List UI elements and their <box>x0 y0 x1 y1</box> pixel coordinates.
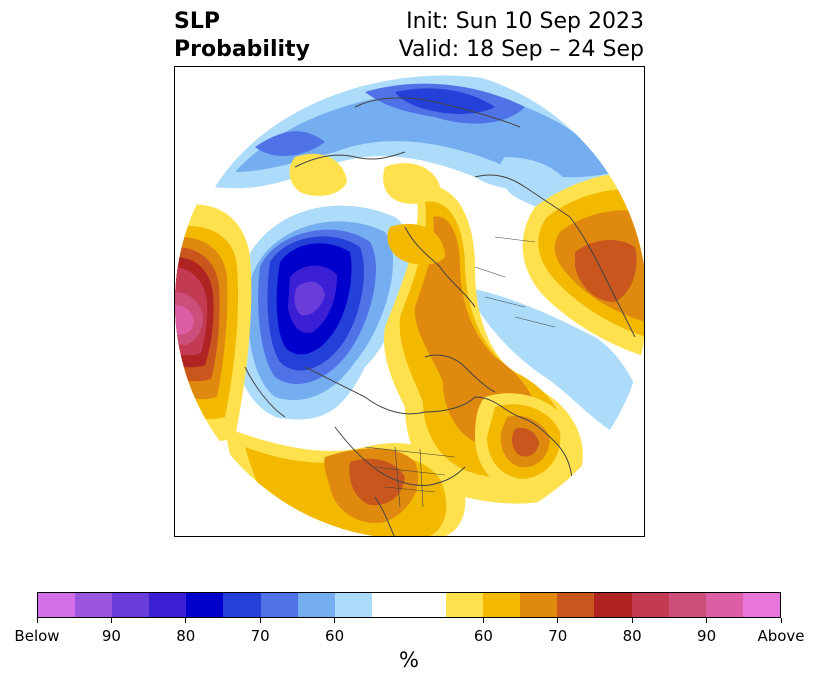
colorbar-tick-label: Below <box>14 627 60 645</box>
colorbar-segment <box>334 593 372 617</box>
colorbar-segment <box>260 593 298 617</box>
colorbar-segment <box>446 593 484 617</box>
north-pacific-above-anomaly <box>475 393 571 492</box>
colorbar-segment <box>75 593 113 617</box>
colorbar-tick <box>36 618 38 623</box>
colorbar-tick <box>334 618 336 623</box>
probability-colorbar <box>37 592 781 618</box>
colorbar-segment <box>186 593 224 617</box>
forecast-dates: Init: Sun 10 Sep 2023 Valid: 18 Sep – 24… <box>399 8 644 64</box>
title-line-1: SLP <box>174 9 220 34</box>
pacific-above-anomaly <box>175 204 252 442</box>
probability-map <box>175 67 644 536</box>
colorbar-segment <box>483 593 521 617</box>
colorbar-segment <box>149 593 187 617</box>
colorbar-tick-label: 90 <box>101 627 121 645</box>
colorbar-tick-label: 70 <box>548 627 568 645</box>
colorbar-tick <box>706 618 708 623</box>
colorbar-segment <box>668 593 706 617</box>
colorbar-segment <box>520 593 558 617</box>
atlantic-below-anomaly <box>233 205 410 420</box>
colorbar-tick-label: 80 <box>176 627 196 645</box>
title-line-2: Probability <box>174 37 310 62</box>
colorbar-segment <box>742 593 780 617</box>
colorbar-segment <box>705 593 743 617</box>
colorbar-tick-label: 90 <box>697 627 717 645</box>
colorbar-unit: % <box>399 648 419 672</box>
colorbar-tick <box>259 618 261 623</box>
colorbar-tick-label: 60 <box>473 627 493 645</box>
colorbar-tick <box>185 618 187 623</box>
init-date: Init: Sun 10 Sep 2023 <box>406 9 644 34</box>
colorbar-segment <box>223 593 261 617</box>
colorbar-segment <box>371 593 409 617</box>
colorbar-tick <box>557 618 559 623</box>
colorbar-segment <box>297 593 335 617</box>
colorbar-tick <box>631 618 633 623</box>
map-title: SLP Probability <box>174 8 310 64</box>
colorbar-segment <box>112 593 150 617</box>
colorbar-segment <box>408 593 447 617</box>
colorbar-tick <box>482 618 484 623</box>
map-panel <box>174 66 645 537</box>
colorbar-tick <box>780 618 782 623</box>
colorbar-tick-label: Above <box>757 627 805 645</box>
valid-period: Valid: 18 Sep – 24 Sep <box>398 37 644 62</box>
colorbar-tick <box>110 618 112 623</box>
eurasia-above-anomaly <box>289 153 644 357</box>
borders <box>364 236 556 508</box>
colorbar-segment <box>594 593 632 617</box>
colorbar-tick-label: 80 <box>622 627 642 645</box>
colorbar-segment <box>38 593 76 617</box>
colorbar-tick-label: 60 <box>325 627 345 645</box>
colorbar-tick-label: 70 <box>250 627 270 645</box>
colorbar-segment <box>631 593 669 617</box>
colorbar-segment <box>557 593 595 617</box>
